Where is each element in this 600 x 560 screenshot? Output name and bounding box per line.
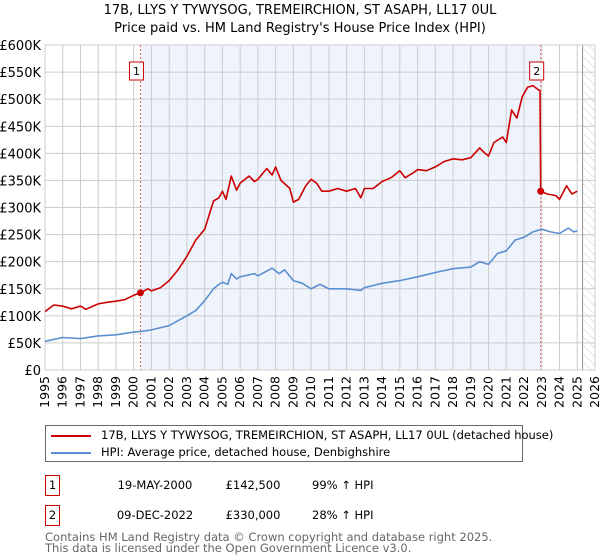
y-tick-label: £0: [24, 364, 41, 379]
x-tick-label: 2006: [232, 376, 247, 408]
legend-label-property: 17B, LLYS Y TYWYSOG, TREMEIRCHION, ST AS…: [101, 428, 554, 442]
x-tick-label: 1995: [37, 376, 52, 408]
x-tick-label: 2019: [463, 376, 478, 408]
legend-swatch-property: [51, 435, 91, 437]
property-series-line: [44, 84, 578, 313]
x-tick-label: 2024: [552, 376, 567, 408]
legend: 17B, LLYS Y TYWYSOG, TREMEIRCHION, ST AS…: [45, 425, 553, 462]
hpi-series-line: [44, 227, 578, 343]
x-tick-label: 2014: [374, 376, 389, 408]
transaction-date: 19-MAY-2000: [117, 478, 193, 492]
x-tick-label: 2002: [161, 376, 176, 408]
footer-licence: This data is licensed under the Open Gov…: [45, 541, 412, 555]
plot-border: [44, 44, 596, 371]
y-tick-label: £550K: [0, 66, 41, 81]
y-tick-label: £250K: [0, 229, 41, 244]
chart-subtitle: Price paid vs. HM Land Registry's House …: [114, 21, 486, 36]
x-tick-label: 2001: [143, 376, 158, 408]
x-tick-label: 2025: [569, 376, 584, 408]
chart-title: 17B, LLYS Y TYWYSOG, TREMEIRCHION, ST AS…: [103, 3, 497, 18]
x-tick-label: 2004: [197, 376, 212, 408]
transaction-hpi: 28% ↑ HPI: [312, 508, 374, 522]
x-tick-label: 1999: [108, 376, 123, 408]
footer-copyright: Contains HM Land Registry data © Crown c…: [45, 530, 493, 544]
x-tick-label: 1998: [90, 376, 105, 408]
x-tick-label: 2011: [321, 376, 336, 408]
y-tick-label: £300K: [0, 202, 41, 217]
transaction-number: 2: [45, 505, 60, 526]
x-tick-label: 2000: [126, 376, 141, 408]
transaction-price: £142,500: [225, 478, 281, 492]
x-tick-label: 2008: [268, 376, 283, 408]
x-tick-label: 2016: [410, 376, 425, 408]
x-tick-label: 1996: [55, 376, 70, 408]
sale-point: [136, 289, 144, 297]
sale-label: 1: [133, 65, 140, 78]
x-tick-label: 2018: [445, 376, 460, 408]
x-tick-label: 2017: [427, 376, 442, 408]
sale-label: 2: [533, 65, 540, 78]
y-tick-label: £100K: [0, 310, 41, 325]
x-tick-label: 2003: [179, 376, 194, 408]
line-chart: 1995 1996 1997 1998 1999 2000 2001 2002 2003 2004…: [0, 39, 600, 408]
y-tick-label: £350K: [0, 174, 41, 189]
x-tick-label: 2007: [250, 376, 265, 408]
sale-point: [537, 187, 545, 195]
x-tick-label: 2023: [534, 376, 549, 408]
x-tick-label: 2022: [516, 376, 531, 408]
legend-label-hpi: HPI: Average price, detached house, Denb…: [101, 445, 391, 459]
transaction-price: £330,000: [225, 508, 281, 522]
y-tick-label: £50K: [8, 337, 42, 352]
x-tick-label: 2012: [339, 376, 354, 408]
x-tick-label: 2015: [392, 376, 407, 408]
y-tick-label: £600K: [0, 39, 41, 54]
x-tick-label: 2026: [587, 376, 600, 408]
x-tick-label: 2013: [356, 376, 371, 408]
y-tick-label: £500K: [0, 93, 41, 108]
legend-swatch-hpi: [51, 452, 91, 454]
x-tick-label: 1997: [72, 376, 87, 408]
sale-label-box: [128, 61, 144, 81]
transaction-number: 1: [45, 475, 60, 496]
y-tick-label: £200K: [0, 256, 41, 271]
x-tick-label: 2020: [481, 376, 496, 408]
y-tick-label: £400K: [0, 147, 41, 162]
y-tick-label: £450K: [0, 120, 41, 135]
x-tick-label: 2005: [214, 376, 229, 408]
x-tick-label: 2021: [498, 376, 513, 408]
transaction-hpi: 99% ↑ HPI: [312, 478, 374, 492]
y-tick-label: £150K: [0, 283, 41, 298]
transaction-date: 09-DEC-2022: [116, 508, 194, 522]
x-tick-label: 2009: [285, 376, 300, 408]
x-tick-label: 2010: [303, 376, 318, 408]
sale-label-box: [529, 61, 545, 81]
